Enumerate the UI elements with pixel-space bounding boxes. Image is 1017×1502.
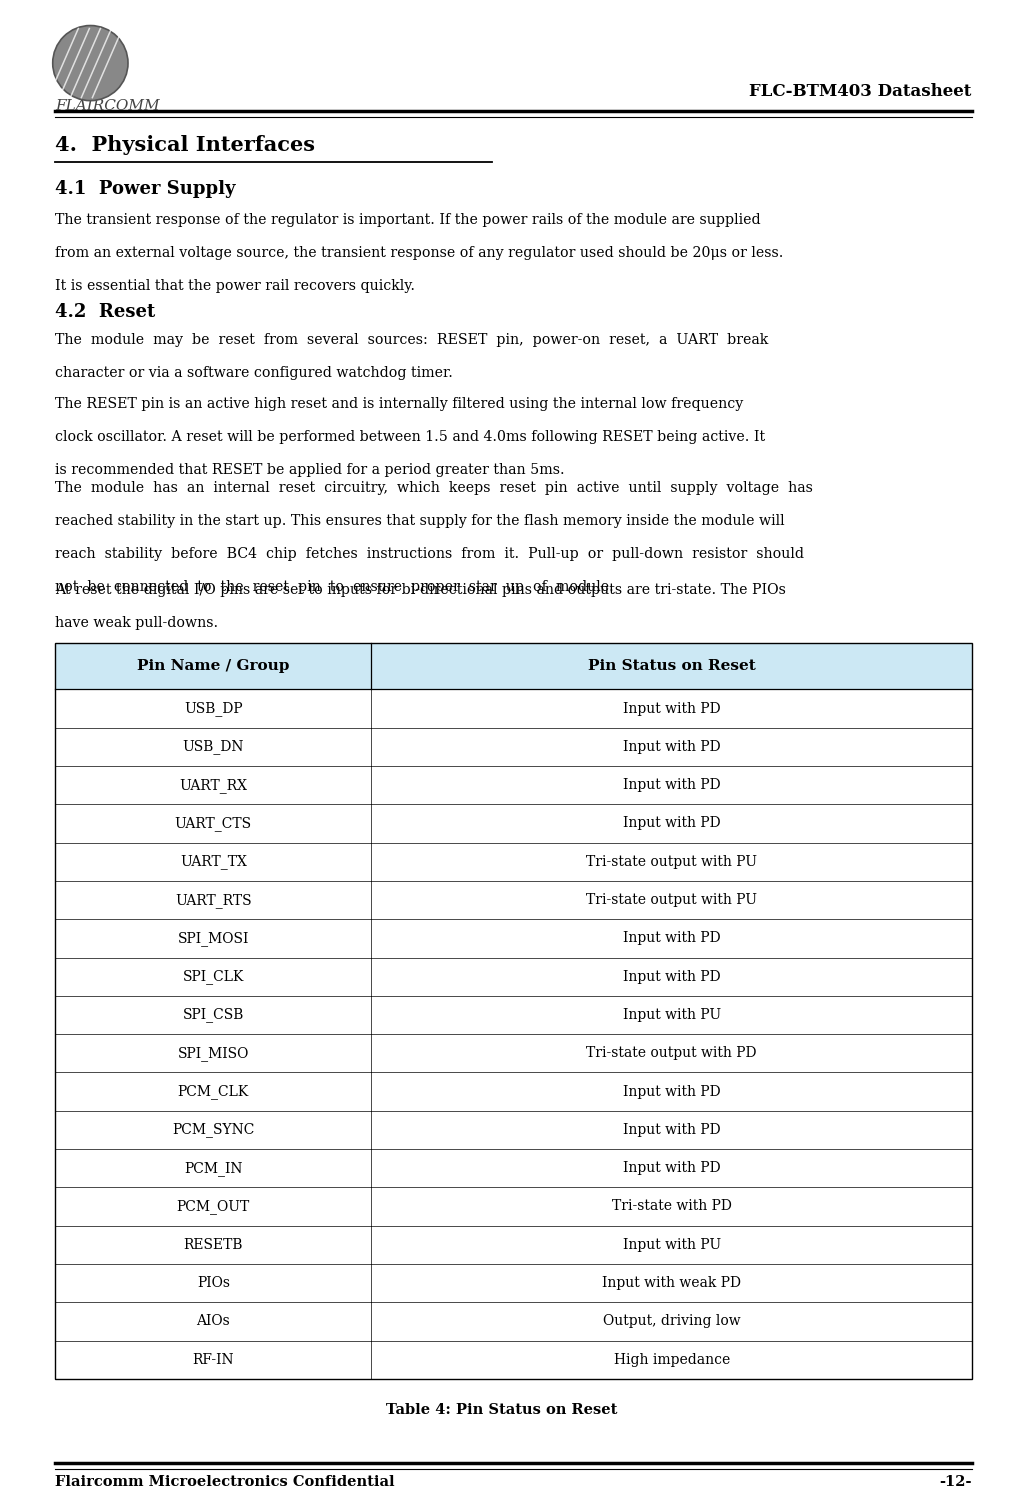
Text: not  be  connected  to  the  reset  pin  to  ensure  proper  star  up  of  modul: not be connected to the reset pin to ens… (55, 580, 614, 593)
Text: UART_RTS: UART_RTS (175, 892, 251, 907)
Text: Input with weak PD: Input with weak PD (602, 1277, 741, 1290)
Text: Tri-state output with PU: Tri-state output with PU (586, 855, 757, 868)
Bar (55, 728, 972, 766)
Text: 4.1  Power Supply: 4.1 Power Supply (55, 180, 236, 198)
Bar (55, 805, 972, 843)
Bar (55, 919, 972, 958)
Text: -12-: -12- (940, 1475, 972, 1488)
Text: SPI_MOSI: SPI_MOSI (178, 931, 249, 946)
Text: Tri-state with PD: Tri-state with PD (611, 1200, 731, 1214)
Text: Input with PD: Input with PD (622, 701, 720, 715)
Text: PIOs: PIOs (197, 1277, 230, 1290)
Text: Input with PU: Input with PU (622, 1008, 721, 1021)
Bar (55, 1033, 972, 1072)
Text: FLC-BTM403 Datasheet: FLC-BTM403 Datasheet (750, 83, 972, 99)
Bar (55, 643, 972, 1379)
Text: from an external voltage source, the transient response of any regulator used sh: from an external voltage source, the tra… (55, 246, 783, 260)
Text: The  module  has  an  internal  reset  circuitry,  which  keeps  reset  pin  act: The module has an internal reset circuit… (55, 481, 814, 494)
Text: UART_RX: UART_RX (179, 778, 247, 793)
Bar (55, 1072, 972, 1111)
Text: Pin Status on Reset: Pin Status on Reset (588, 659, 756, 673)
Bar (55, 1149, 972, 1187)
Bar (55, 1265, 972, 1302)
Text: 4.  Physical Interfaces: 4. Physical Interfaces (55, 135, 315, 155)
Text: Input with PD: Input with PD (622, 1161, 720, 1175)
Bar (55, 1226, 972, 1265)
Text: have weak pull-downs.: have weak pull-downs. (55, 616, 219, 629)
Bar (55, 1187, 972, 1226)
Bar (55, 1111, 972, 1149)
Bar (55, 1302, 972, 1341)
Text: FLAIRCOMM: FLAIRCOMM (55, 99, 160, 113)
Text: is recommended that RESET be applied for a period greater than 5ms.: is recommended that RESET be applied for… (55, 463, 564, 476)
Text: USB_DN: USB_DN (183, 739, 244, 754)
Bar (55, 843, 972, 880)
Text: PCM_OUT: PCM_OUT (177, 1199, 250, 1214)
Text: SPI_CLK: SPI_CLK (183, 969, 244, 984)
Text: reach  stability  before  BC4  chip  fetches  instructions  from  it.  Pull-up  : reach stability before BC4 chip fetches … (55, 547, 804, 560)
Text: The RESET pin is an active high reset and is internally filtered using the inter: The RESET pin is an active high reset an… (55, 397, 743, 410)
Text: Flaircomm Microelectronics Confidential: Flaircomm Microelectronics Confidential (55, 1475, 395, 1488)
Text: Input with PD: Input with PD (622, 1084, 720, 1098)
Text: Input with PD: Input with PD (622, 740, 720, 754)
Text: 4.2  Reset: 4.2 Reset (55, 303, 156, 321)
Text: UART_TX: UART_TX (180, 855, 247, 870)
Text: Input with PD: Input with PD (622, 1123, 720, 1137)
Text: Input with PD: Input with PD (622, 931, 720, 945)
Bar (55, 996, 972, 1033)
Text: High impedance: High impedance (613, 1353, 730, 1367)
Text: USB_DP: USB_DP (184, 701, 243, 716)
Bar (55, 689, 972, 728)
Text: RF-IN: RF-IN (192, 1353, 234, 1367)
Text: Input with PU: Input with PU (622, 1238, 721, 1251)
Text: PCM_SYNC: PCM_SYNC (172, 1122, 254, 1137)
Bar (55, 643, 972, 689)
Text: Output, driving low: Output, driving low (603, 1314, 740, 1328)
Text: SPI_MISO: SPI_MISO (178, 1045, 249, 1060)
Text: Table 4: Pin Status on Reset: Table 4: Pin Status on Reset (386, 1403, 617, 1416)
Ellipse shape (53, 26, 128, 101)
Text: Input with PD: Input with PD (622, 970, 720, 984)
Text: character or via a software configured watchdog timer.: character or via a software configured w… (55, 366, 454, 380)
Text: reached stability in the start up. This ensures that supply for the flash memory: reached stability in the start up. This … (55, 514, 785, 527)
Text: At reset the digital I/O pins are set to inputs for bi-directional pins and outp: At reset the digital I/O pins are set to… (55, 583, 786, 596)
Bar (55, 880, 972, 919)
Text: PCM_IN: PCM_IN (184, 1161, 243, 1176)
Text: UART_CTS: UART_CTS (175, 816, 252, 831)
Text: Tri-state output with PU: Tri-state output with PU (586, 894, 757, 907)
Bar (55, 766, 972, 805)
Text: Input with PD: Input with PD (622, 817, 720, 831)
Text: Input with PD: Input with PD (622, 778, 720, 792)
Text: clock oscillator. A reset will be performed between 1.5 and 4.0ms following RESE: clock oscillator. A reset will be perfor… (55, 430, 766, 443)
Text: RESETB: RESETB (184, 1238, 243, 1251)
Text: The  module  may  be  reset  from  several  sources:  RESET  pin,  power-on  res: The module may be reset from several sou… (55, 333, 769, 347)
Text: AIOs: AIOs (196, 1314, 230, 1328)
Bar (55, 1341, 972, 1379)
Text: Pin Name / Group: Pin Name / Group (137, 659, 290, 673)
Text: PCM_CLK: PCM_CLK (178, 1084, 249, 1099)
Bar (55, 958, 972, 996)
Text: SPI_CSB: SPI_CSB (183, 1008, 244, 1023)
Text: Tri-state output with PD: Tri-state output with PD (587, 1047, 757, 1060)
Text: The transient response of the regulator is important. If the power rails of the : The transient response of the regulator … (55, 213, 761, 227)
Text: It is essential that the power rail recovers quickly.: It is essential that the power rail reco… (55, 279, 415, 293)
